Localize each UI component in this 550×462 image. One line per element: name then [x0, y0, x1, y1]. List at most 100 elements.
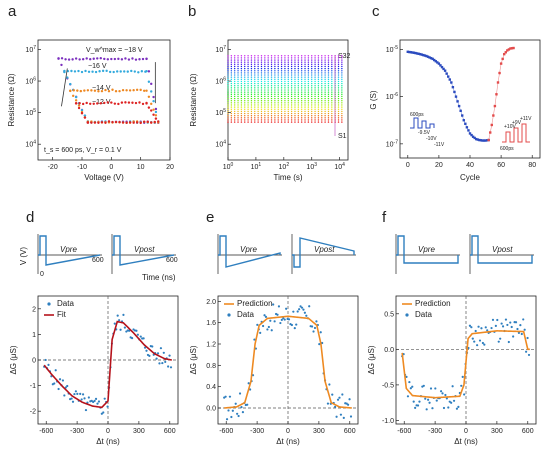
panel-b-state-point	[233, 70, 236, 72]
panel-b-state-point	[257, 93, 259, 95]
panel-b-ytick-label: 106	[215, 77, 226, 86]
panel-a-point-0	[138, 58, 141, 61]
panel-b-state-point	[227, 63, 229, 66]
panel-b-state-point	[260, 102, 263, 104]
pf-xtick-label: -300	[428, 428, 442, 435]
panel-b-state-point	[307, 55, 310, 57]
panel-b-state-point	[267, 70, 269, 72]
panel-b-state-point	[314, 82, 316, 85]
panel-a-point-0	[60, 57, 64, 60]
panel-b-state-point	[297, 112, 300, 115]
panel-b-state-point	[240, 104, 243, 106]
panel-b-state-point	[254, 70, 256, 72]
pd-data-point	[106, 405, 109, 408]
panel-b-state-point	[341, 102, 343, 104]
panel-b-state-point	[337, 95, 340, 98]
panel-b-state-point	[297, 89, 300, 91]
panel-b-state-point	[297, 78, 300, 81]
panel-c-point-depression	[434, 60, 437, 63]
panel-c-xlabel: Cycle	[460, 173, 481, 182]
panel-b-state-point	[284, 112, 286, 115]
panel-b-state-point	[264, 112, 266, 115]
panel-b-state-point	[314, 100, 316, 102]
pd-data-point	[116, 314, 119, 317]
panel-a-point-3	[104, 121, 107, 124]
panel-b-state-point	[254, 93, 256, 95]
panel-b-state-point	[270, 63, 273, 66]
panel-c-xtick-label: 80	[528, 162, 536, 169]
panel-b-state-point	[257, 67, 259, 70]
panel-b-state-point	[314, 87, 316, 89]
panel-b-state-point	[290, 89, 293, 91]
panel-b-state-point	[284, 93, 286, 95]
panel-b-state-point	[327, 108, 330, 110]
panel-b-state-point	[341, 106, 343, 108]
panel-b-state-point	[240, 61, 243, 63]
panel-b-state-point	[321, 112, 323, 115]
panel-b-state-point	[280, 63, 283, 66]
panel-b-state-point	[247, 67, 249, 70]
panel-b-state-point	[290, 87, 293, 89]
panel-b-state-point	[250, 76, 253, 78]
panel-b-state-point	[290, 106, 293, 108]
pe-data-point	[319, 331, 322, 334]
panel-b-state-point	[314, 110, 316, 113]
pe-data-point	[298, 308, 301, 311]
panel-b-state-point	[233, 61, 236, 63]
panel-b-state-point	[304, 100, 306, 102]
panel-b-state-point	[247, 95, 249, 98]
pe-data-point	[228, 395, 232, 398]
panel-b-state-point	[230, 61, 233, 63]
pe-data-point	[282, 317, 285, 320]
panel-b-state-point	[317, 78, 320, 81]
panel-b-state-point	[254, 85, 256, 87]
panel-b-state-point	[287, 121, 289, 123]
pf-data-point	[494, 324, 497, 327]
panel-b-state-point	[314, 117, 316, 119]
panel-b-state-point	[227, 112, 229, 115]
panel-b-state-point	[240, 82, 243, 85]
panel-b-state-point	[337, 80, 340, 83]
panel-b-state-point	[254, 74, 256, 76]
pe-data-point	[279, 321, 282, 325]
panel-c-point-depression	[462, 119, 465, 122]
panel-a-point-3	[128, 121, 132, 124]
panel-b-state-point	[247, 106, 249, 108]
panel-b-state-point	[257, 82, 259, 85]
panel-b-state-point	[254, 87, 256, 89]
panel-b-state-point	[227, 85, 229, 87]
panel-b-state-point	[260, 87, 263, 89]
panel-b-state-point	[341, 117, 343, 119]
panel-b-state-point	[244, 121, 246, 123]
panel-b-state-point	[277, 82, 279, 85]
panel-b-state-point	[290, 78, 293, 81]
panel-b-state-point	[260, 97, 263, 100]
panel-b-state-point	[321, 117, 323, 119]
panel-c-point-potentiation	[492, 114, 495, 117]
panel-b-state-point	[264, 55, 266, 57]
panel-b-state-point	[307, 93, 310, 95]
panel-b-state-point	[233, 74, 236, 76]
panel-b-state-point	[250, 85, 253, 87]
panel-b-state-point	[317, 63, 320, 66]
panel-b-state-point	[331, 63, 333, 66]
panel-b-state-point	[240, 87, 243, 89]
panel-b-state-point	[307, 80, 310, 83]
panel-b-label-s32: S32	[338, 53, 351, 60]
panel-b-state-point	[297, 93, 300, 95]
panel-b-state-point	[314, 119, 316, 121]
panel-a-point-0	[85, 57, 88, 60]
panel-b-state-point	[321, 61, 323, 63]
pd-fit-line	[43, 320, 172, 409]
panel-b-state-point	[297, 97, 300, 100]
panel-a-point-3	[99, 102, 102, 105]
panel-b-state-point	[257, 80, 259, 83]
panel-a-point-1	[137, 71, 140, 74]
panel-b-state-point	[304, 91, 306, 93]
panel-b-state-point	[247, 89, 249, 91]
panel-c-point-depression	[406, 50, 409, 53]
panel-b-state-point	[304, 63, 306, 66]
panel-b-state-point	[331, 89, 333, 91]
pd-pulse-waveform	[38, 235, 101, 266]
